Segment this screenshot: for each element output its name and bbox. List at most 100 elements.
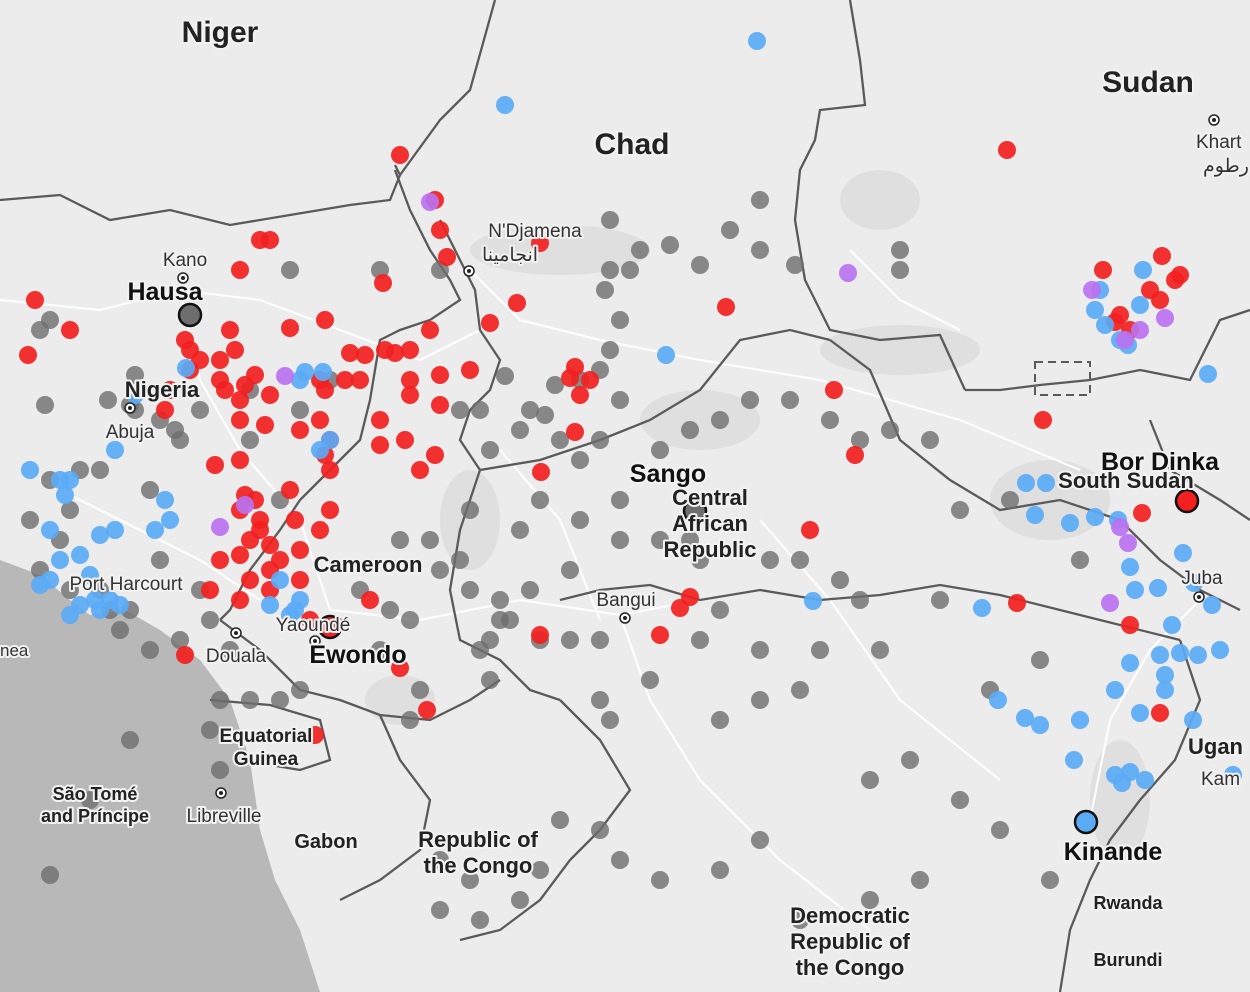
red-dot <box>651 626 669 644</box>
purple-dot <box>1131 321 1149 339</box>
red-dot <box>291 541 309 559</box>
terrain-patches <box>365 170 1150 860</box>
blue-dot <box>1016 709 1034 727</box>
gray-dot <box>591 821 609 839</box>
country-label: Cameroon <box>314 552 423 577</box>
border-cameroon-gabon <box>219 619 501 722</box>
blue-dot <box>177 359 195 377</box>
blue-dot <box>804 592 822 610</box>
language-marker[interactable] <box>682 498 708 524</box>
country-label: Rwanda <box>1093 893 1163 913</box>
gray-dot <box>451 551 469 569</box>
gray-dot <box>381 601 399 619</box>
gray-dot <box>821 411 839 429</box>
gray-dot <box>751 831 769 849</box>
gray-dot <box>651 871 669 889</box>
language-label[interactable]: Kinande <box>1062 836 1165 868</box>
blue-dot <box>91 526 109 544</box>
border-gabon-congo <box>339 714 432 902</box>
country-label: South Sudan <box>1058 468 1194 493</box>
gray-dot <box>511 891 529 909</box>
gray-dot <box>1071 551 1089 569</box>
gray-dot <box>621 261 639 279</box>
gray-dot <box>461 581 479 599</box>
red-dot <box>321 461 339 479</box>
blue-dot <box>31 576 49 594</box>
blue-dot <box>161 511 179 529</box>
gray-dot <box>111 621 129 639</box>
blue-dot <box>1199 365 1217 383</box>
red-dot <box>717 298 735 316</box>
gray-dot <box>91 461 109 479</box>
language-label[interactable]: Hausa <box>125 276 205 308</box>
blue-dot <box>321 431 339 449</box>
blue-dot <box>1163 616 1181 634</box>
language-marker[interactable] <box>317 614 343 640</box>
red-dot <box>231 411 249 429</box>
country-label: Democratic <box>790 903 910 928</box>
language-marker[interactable] <box>177 302 203 328</box>
language-label[interactable]: Bor Dinka <box>1099 446 1222 478</box>
red-dot <box>176 646 194 664</box>
red-dot <box>581 371 599 389</box>
city-label: Abuja <box>106 422 155 443</box>
red-dot <box>251 231 269 249</box>
border-car-drc <box>559 583 1181 642</box>
red-dot <box>426 446 444 464</box>
red-dot <box>231 261 249 279</box>
gray-dot <box>891 241 909 259</box>
blue-dot <box>1017 474 1035 492</box>
red-dot <box>671 599 689 617</box>
blue-dot <box>1156 666 1174 684</box>
red-dot <box>61 321 79 339</box>
city-label: Kam <box>1201 769 1240 790</box>
gray-dot <box>901 751 919 769</box>
blue-dot <box>1203 596 1221 614</box>
language-label[interactable]: Ewondo <box>307 639 408 671</box>
gray-dot <box>861 891 879 909</box>
gray-dot <box>211 761 229 779</box>
gray-dot <box>651 531 669 549</box>
gray-dot <box>601 261 619 279</box>
city-marker-center <box>128 406 132 410</box>
border-cameroon-car <box>448 469 561 702</box>
gray-dot <box>121 731 139 749</box>
blue-dot <box>1134 261 1152 279</box>
gray-dot <box>401 711 419 729</box>
red-dot <box>418 701 436 719</box>
gray-dot <box>481 441 499 459</box>
red-dot <box>1133 504 1151 522</box>
language-marker[interactable] <box>1174 488 1200 514</box>
red-dot <box>401 341 419 359</box>
country-label: and Príncipe <box>41 806 149 826</box>
city-marker-center <box>219 791 223 795</box>
gray-dot <box>911 871 929 889</box>
gray-dot <box>126 366 144 384</box>
gray-dot <box>461 501 479 519</box>
red-dot <box>311 521 329 539</box>
blue-dot <box>973 599 991 617</box>
language-label[interactable]: Sango <box>628 458 708 490</box>
red-dot <box>351 371 369 389</box>
city-marker-center <box>1197 595 1201 599</box>
red-dot <box>286 511 304 529</box>
gray-dot <box>591 631 609 649</box>
language-marker[interactable] <box>1073 809 1099 835</box>
gray-dot <box>241 691 259 709</box>
blue-dot <box>1131 296 1149 314</box>
red-dot <box>231 546 249 564</box>
gray-dot <box>431 901 449 919</box>
gray-dot <box>521 581 539 599</box>
red-dot <box>211 551 229 569</box>
red-dot <box>411 461 429 479</box>
gray-dot <box>491 611 509 629</box>
blue-dot <box>989 691 1007 709</box>
gray-dot <box>401 611 419 629</box>
country-label: Central <box>672 485 748 510</box>
gray-dot <box>951 791 969 809</box>
city-label: Libreville <box>187 806 262 827</box>
red-dot <box>176 331 194 349</box>
border-car-sudan <box>829 339 1241 612</box>
